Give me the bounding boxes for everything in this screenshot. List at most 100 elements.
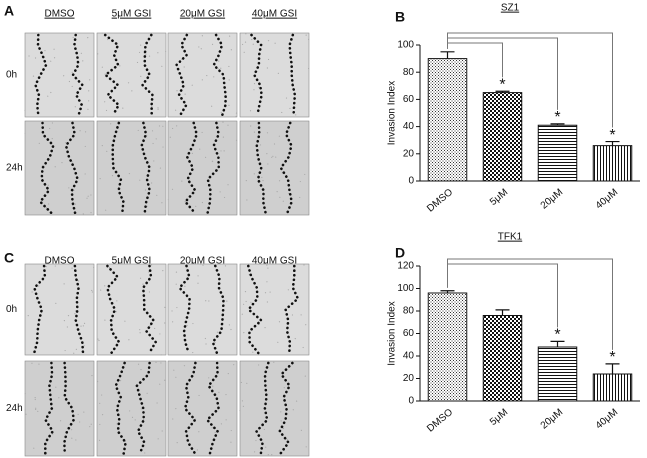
texture [299,180,301,183]
texture [138,51,141,54]
row-label: 0h [6,70,17,81]
texture [142,418,145,421]
texture [241,400,244,402]
texture [176,306,178,309]
column-label: DMSO [45,256,75,267]
texture [230,441,232,443]
texture [124,441,126,443]
wound-edge [43,361,55,456]
texture [263,428,265,431]
texture [224,265,227,267]
texture [218,391,220,393]
texture [235,139,238,141]
texture [52,433,54,435]
texture [98,439,101,441]
error-bar [605,140,620,146]
texture [55,302,57,304]
y-tick-label: 80 [403,306,415,317]
texture [24,132,26,134]
texture [199,148,201,150]
texture [47,184,49,186]
y-tick-label: 100 [397,40,414,51]
wound-edge [105,264,121,355]
x-tick-label: DMSO [425,407,455,435]
error-bar [550,123,565,126]
texture [31,362,33,364]
texture [302,346,304,349]
bar [537,346,578,402]
texture [242,405,244,407]
texture [287,192,290,195]
texture [239,32,241,35]
texture [266,264,268,266]
texture [74,106,76,108]
texture [271,156,273,158]
texture [250,301,252,303]
y-tick-label: 60 [403,328,415,339]
texture [70,429,73,431]
y-tick-label: 40 [403,351,415,362]
texture [77,413,79,416]
wound-edge [212,33,227,117]
texture [164,306,166,308]
texture [97,53,99,55]
texture [140,369,142,371]
texture [148,55,151,57]
texture [116,300,118,302]
micrograph [24,263,95,356]
texture [88,100,90,102]
texture [162,270,164,272]
texture [146,205,148,207]
panel-label: B [395,9,405,25]
texture [266,281,268,283]
texture [265,446,267,448]
texture [307,67,310,70]
texture [228,324,231,326]
significance: * [609,127,615,144]
texture [274,42,276,44]
row-label: 24h [6,163,23,174]
texture [281,111,283,114]
wound-edge [32,264,47,355]
texture [154,327,156,330]
texture [67,315,70,317]
wound-edge [205,361,220,456]
texture [272,155,274,157]
texture [87,195,89,197]
texture [201,35,203,37]
texture [24,393,26,395]
texture [84,145,86,148]
texture [213,76,215,78]
texture [294,338,296,340]
texture [267,454,269,456]
texture [153,160,155,162]
wound-edge [38,121,55,215]
texture [285,97,288,99]
texture [128,172,131,175]
texture [35,407,37,409]
texture [262,179,264,182]
bar [427,292,468,402]
column-label: 20μM GSI [180,9,225,20]
texture [27,315,29,317]
texture [38,142,40,144]
micrograph [167,263,238,356]
texture [157,52,159,54]
texture [227,372,229,375]
micrograph [239,120,310,216]
texture [158,125,161,127]
texture [156,402,158,404]
texture [258,86,260,88]
micrograph [167,360,238,457]
texture [71,437,73,439]
column-label: 40μM GSI [252,256,297,267]
texture [243,303,245,305]
micrograph [24,32,95,118]
texture [171,127,174,130]
texture [273,361,275,363]
wound-edge [255,121,267,215]
texture [176,442,178,444]
texture [66,326,68,328]
texture [91,289,93,292]
